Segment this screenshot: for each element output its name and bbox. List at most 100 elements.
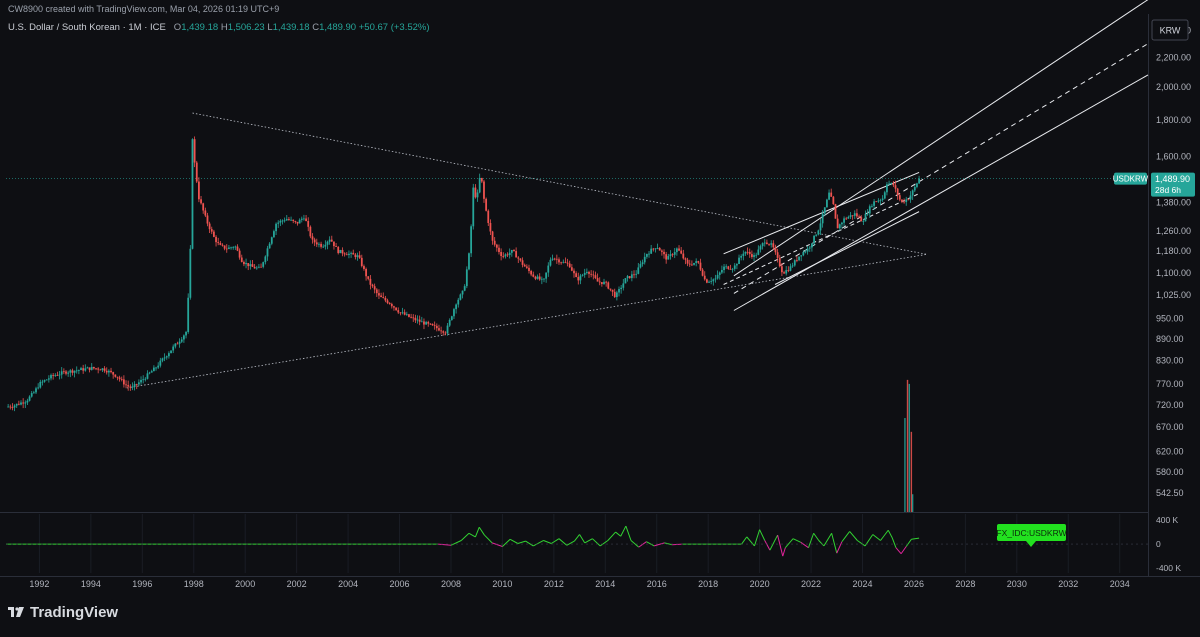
year-tick-label: 2022: [801, 579, 821, 589]
candle-body: [729, 268, 732, 270]
candle-body: [238, 250, 241, 258]
candle-body: [748, 251, 751, 255]
candle-body: [853, 213, 856, 216]
indicator-segment: [574, 534, 580, 542]
indicator-segment: [584, 538, 593, 544]
candle-body: [483, 181, 485, 199]
candle-body: [725, 266, 728, 268]
candle-body: [712, 279, 715, 282]
candle-body: [243, 261, 245, 265]
bar-countdown: 28d 6h: [1155, 185, 1181, 195]
indicator-segment: [782, 547, 786, 557]
year-tick-label: 2008: [441, 579, 461, 589]
indicator-segment: [474, 527, 480, 538]
year-tick-label: 2006: [390, 579, 410, 589]
candle-body: [886, 184, 888, 193]
candle-body: [114, 374, 117, 377]
candle-body: [798, 256, 800, 261]
candle-body: [639, 264, 642, 268]
candle-body: [519, 258, 522, 261]
candle-body: [448, 319, 451, 326]
candle-body: [225, 248, 228, 250]
candle-body: [879, 199, 882, 201]
price-tick-label: 770.00: [1156, 379, 1184, 389]
candle-body: [881, 198, 884, 200]
candle-body: [618, 289, 620, 293]
candle-body: [549, 259, 552, 266]
candle-body: [504, 254, 507, 257]
indicator-segment: [630, 540, 640, 548]
candle-body: [521, 260, 524, 265]
candle-body: [811, 243, 813, 248]
candle-body: [500, 252, 503, 257]
candle-body: [888, 183, 890, 185]
candle-body: [551, 258, 554, 260]
indicator-segment: [664, 542, 673, 546]
candle-body: [495, 244, 498, 248]
candle-body: [221, 244, 224, 246]
candle-body: [873, 201, 875, 206]
candle-body: [680, 250, 683, 254]
candle-body: [532, 274, 535, 277]
candle-body: [305, 218, 307, 221]
candle-body: [615, 292, 618, 298]
indicator-segment: [792, 538, 801, 543]
candle-body: [20, 402, 22, 405]
candle-body: [459, 294, 462, 300]
candle-body: [560, 262, 563, 264]
candle-body: [789, 266, 792, 271]
candle-body: [905, 199, 908, 203]
candle-body: [645, 253, 648, 257]
low-label: L: [267, 22, 273, 33]
indicator-segment: [800, 541, 809, 549]
candle-body: [416, 319, 419, 321]
candle-body: [62, 371, 65, 373]
year-tick-label: 2030: [1007, 579, 1027, 589]
candle-body: [309, 226, 312, 237]
tradingview-brand[interactable]: TradingView: [8, 604, 118, 621]
candle-body: [493, 240, 496, 245]
candle-body: [883, 192, 886, 199]
candle-body: [427, 322, 430, 324]
indicator-segment: [607, 531, 616, 541]
indicator-segment: [491, 542, 503, 547]
candle-body: [470, 226, 473, 254]
candle-body: [600, 282, 603, 284]
price-tick-label: 1,025.00: [1156, 290, 1191, 300]
candle-body: [146, 373, 149, 379]
candle-body: [558, 259, 560, 263]
candle-body: [528, 267, 530, 271]
candle-body: [553, 258, 556, 260]
candle-body: [97, 368, 100, 370]
candle-body: [435, 325, 438, 329]
candle-body: [165, 356, 168, 358]
candle-body: [630, 274, 633, 279]
candle-body: [907, 199, 910, 201]
volume-bar: [910, 431, 913, 512]
candle-body: [429, 323, 432, 325]
year-tick-label: 2018: [698, 579, 718, 589]
candle-body: [60, 371, 63, 375]
candle-body: [442, 331, 445, 333]
indicator-segment: [579, 534, 586, 544]
candle-body: [626, 276, 629, 279]
year-tick-label: 1994: [81, 579, 101, 589]
indicator-segment: [880, 529, 889, 541]
candle-body: [718, 272, 721, 275]
candle-body: [245, 263, 247, 265]
candle-body: [727, 266, 730, 269]
candle-body: [433, 325, 436, 327]
candle-body: [157, 365, 160, 368]
candle-body: [217, 242, 220, 244]
year-tick-label: 2032: [1058, 579, 1078, 589]
candle-body: [150, 371, 153, 373]
close-label: C: [312, 22, 320, 33]
currency-label: KRW: [1160, 26, 1181, 36]
year-tick-label: 2020: [750, 579, 770, 589]
candle-body: [892, 183, 895, 186]
candle-body: [232, 247, 235, 249]
candle-body: [26, 400, 29, 403]
candle-body: [877, 200, 880, 202]
